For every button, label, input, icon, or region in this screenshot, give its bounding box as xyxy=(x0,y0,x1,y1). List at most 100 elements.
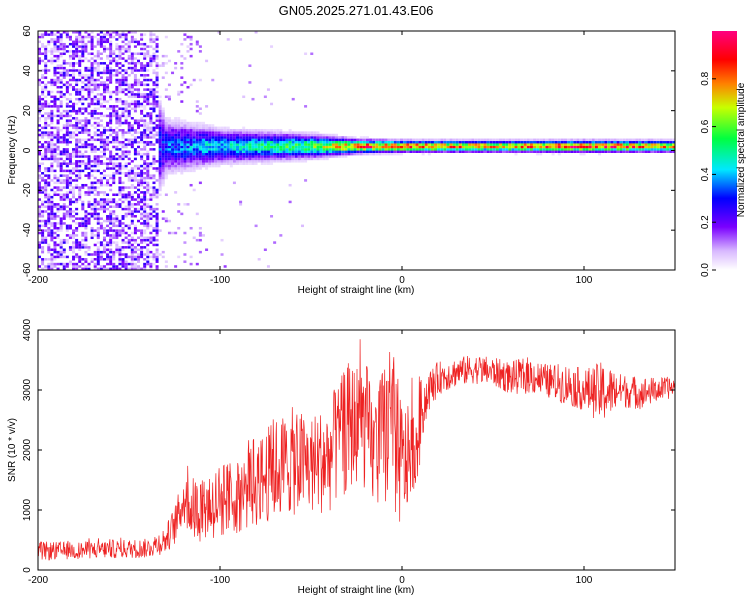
spectrogram-cell xyxy=(118,47,122,51)
spectrogram-cell xyxy=(211,164,215,168)
spectrogram-cell xyxy=(143,121,147,125)
spectrogram-cell xyxy=(137,83,141,87)
spectrogram-cell xyxy=(121,45,125,48)
spectrogram-cell xyxy=(180,121,184,125)
spectrogram-cell xyxy=(344,145,348,149)
spectrogram-cell xyxy=(180,126,184,130)
spectrogram-cell xyxy=(539,150,543,153)
spectrogram-cell xyxy=(192,155,196,158)
spectrogram-cell xyxy=(239,203,243,206)
spectrogram-cell xyxy=(214,140,218,144)
spectrogram-cell xyxy=(171,164,175,168)
spectrogram-cell xyxy=(604,140,608,144)
spectrogram-cell xyxy=(285,152,289,156)
spectrogram-cell xyxy=(322,138,326,142)
spectrogram-cell xyxy=(198,181,202,185)
spectrogram-cell xyxy=(93,109,97,113)
spectrogram-cell xyxy=(149,238,153,242)
spectrogram-cell xyxy=(127,138,131,142)
spectrogram-cell xyxy=(115,231,119,235)
spectrogram-cell xyxy=(96,241,100,244)
spectrogram-cell xyxy=(297,148,301,151)
spectrogram-cell xyxy=(495,145,499,149)
spectrogram-cell xyxy=(133,64,137,67)
spectrogram-cell xyxy=(81,128,85,132)
spectrogram-cell xyxy=(96,169,100,173)
spectrogram-cell xyxy=(72,210,76,213)
spectrogram-cell xyxy=(90,109,94,113)
spectrogram-cell xyxy=(106,69,110,72)
spectrogram-cell xyxy=(356,145,360,149)
spectrogram-cell xyxy=(177,93,181,96)
spectrogram-cell xyxy=(53,193,57,197)
spectrogram-cell xyxy=(628,140,632,144)
spectrogram-cell xyxy=(41,152,45,156)
spectrogram-cell xyxy=(75,83,79,87)
spectrogram-cell xyxy=(502,148,506,151)
spectrogram-cell xyxy=(440,138,444,142)
spectrogram-cell xyxy=(102,152,106,156)
spectrogram-cell xyxy=(78,62,82,65)
spectrogram-cell xyxy=(177,131,181,134)
spectrogram-cell xyxy=(610,148,614,151)
spectrogram-cell xyxy=(78,69,82,72)
spectrogram-cells xyxy=(38,31,675,270)
spectrogram-cell xyxy=(610,143,614,146)
spectrogram-cell xyxy=(167,155,171,158)
spectrogram-cell xyxy=(369,140,373,144)
spectrogram-cell xyxy=(186,138,190,142)
spectrogram-cell xyxy=(87,186,91,189)
spectrogram-cell xyxy=(437,150,441,153)
spectrogram-cell xyxy=(625,148,629,151)
spectrogram-cell xyxy=(56,176,60,180)
spectrogram-cell xyxy=(44,52,48,56)
spectrogram-cell xyxy=(87,191,91,194)
spectrogram-cell xyxy=(99,191,103,194)
spectrogram-cell xyxy=(143,143,147,146)
spectrogram-cell xyxy=(90,212,94,216)
spectrogram-cell xyxy=(47,114,51,118)
spectrogram-cell xyxy=(146,212,150,216)
spectrogram-cell xyxy=(127,40,131,44)
spectrogram-cell xyxy=(93,95,97,99)
spectrogram-cell xyxy=(638,140,642,144)
spectrogram-cell xyxy=(270,155,274,158)
spectrogram-cell xyxy=(96,93,100,96)
spectrogram-cell xyxy=(387,148,391,151)
spectrogram-cell xyxy=(44,119,48,122)
spectrogram-cell xyxy=(137,260,141,263)
spectrogram-cell xyxy=(41,215,45,218)
spectrogram-cell xyxy=(341,140,345,144)
spectrogram-cell xyxy=(99,217,103,220)
spectrogram-cell xyxy=(226,126,230,130)
spectrogram-cell xyxy=(217,143,221,146)
spectrogram-cell xyxy=(514,143,518,146)
spectrogram-cell xyxy=(59,74,63,77)
spectrogram-cell xyxy=(146,136,150,139)
spectrogram-cell xyxy=(434,140,438,144)
spectrogram-cell xyxy=(582,140,586,144)
spectrogram-cell xyxy=(415,150,419,153)
spectrogram-cell xyxy=(93,262,97,266)
spectrogram-cell xyxy=(152,162,156,165)
spectrogram-cell xyxy=(133,62,137,65)
spectrogram-cell xyxy=(146,126,150,130)
spectrogram-cell xyxy=(180,133,184,137)
spectrogram-cell xyxy=(409,145,413,149)
spectrogram-cell xyxy=(96,162,100,165)
spectrogram-cell xyxy=(313,155,317,158)
spectrogram-cell xyxy=(133,207,137,211)
spectrogram-cell xyxy=(65,148,69,151)
spectrogram-cell xyxy=(133,107,137,110)
spectrogram-cell xyxy=(47,258,51,261)
spectrogram-cell xyxy=(50,267,54,270)
spectrogram-cell xyxy=(421,150,425,153)
spectrogram-cell xyxy=(112,265,116,268)
spectrogram-cell xyxy=(124,260,128,263)
spectrogram-cell xyxy=(189,124,193,127)
spectrogram-cell xyxy=(437,138,441,142)
spectrogram-cell xyxy=(68,262,72,266)
spectrogram-cell xyxy=(158,193,162,197)
spectrogram-cell xyxy=(195,131,199,134)
spectrogram-cell xyxy=(220,145,224,149)
